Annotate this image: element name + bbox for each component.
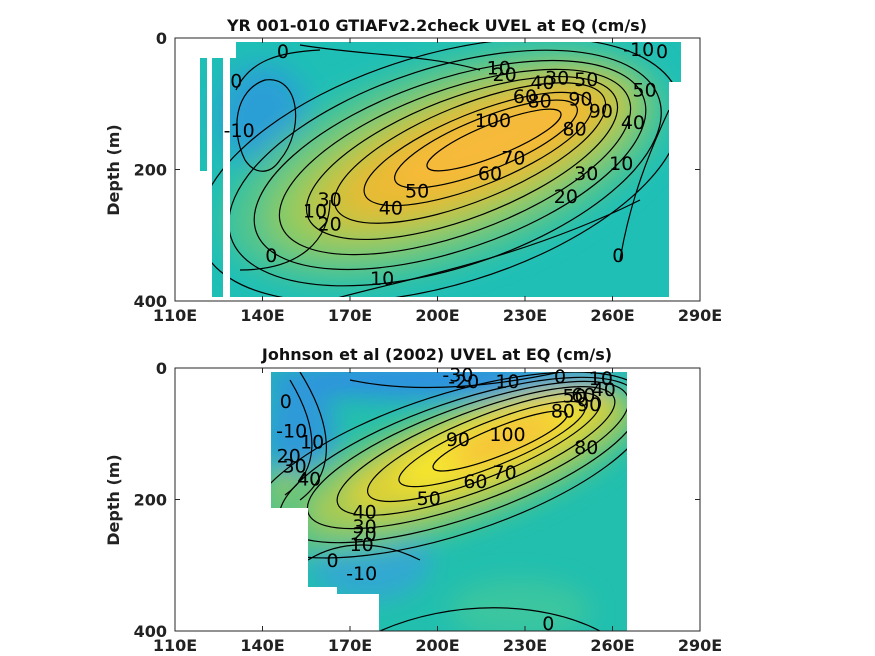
x-tick-label: 260E <box>590 636 634 655</box>
contour-label: 10 <box>300 432 324 454</box>
contour-label: 60 <box>571 384 595 406</box>
contour-label: 0 <box>277 41 289 63</box>
contour-label: 0 <box>542 613 554 635</box>
contour-label: 20 <box>352 524 376 546</box>
contour-label: -20 <box>448 371 479 393</box>
contour-label: 50 <box>417 488 441 510</box>
contour-label: 0 <box>656 41 668 63</box>
contour-label: 0 <box>265 245 277 267</box>
x-tick-label: 260E <box>590 306 634 325</box>
x-tick-label: 110E <box>153 636 197 655</box>
contour-lines-bottom <box>271 372 627 631</box>
contour-label: 80 <box>574 437 598 459</box>
field-top <box>200 42 681 297</box>
contour-label: 90 <box>446 429 470 451</box>
contour-label: 10 <box>350 534 374 556</box>
contour-label: -10 <box>346 563 377 585</box>
contour-label: 40 <box>621 112 645 134</box>
y-axis-label-bottom: Depth (m) <box>104 454 123 546</box>
contour-label: -30 <box>442 365 473 387</box>
chart-title-bottom: Johnson et al (2002) UVEL at EQ (cm/s) <box>261 345 612 364</box>
contour-lines-top <box>200 42 681 297</box>
contour-label: 30 <box>352 516 376 538</box>
y-tick-label: 400 <box>134 622 167 641</box>
contour-label: 0 <box>326 550 338 572</box>
contour-label: 0 <box>280 391 292 413</box>
x-tick-label: 200E <box>415 306 459 325</box>
contour-label: 20 <box>492 64 516 86</box>
contour-label: 0 <box>612 245 624 267</box>
contour-label: 10 <box>303 200 327 222</box>
contour-label: 40 <box>530 72 554 94</box>
x-tick-label: 290E <box>678 306 722 325</box>
contour-label: 70 <box>501 148 525 170</box>
contour-label: 80 <box>551 401 575 423</box>
contour-label: 80 <box>562 119 586 141</box>
y-tick-label: 0 <box>156 359 167 378</box>
contour-label: 30 <box>545 67 569 89</box>
contour-label: 60 <box>478 163 502 185</box>
x-tick-label: 230E <box>503 636 547 655</box>
contour-label: 60 <box>463 471 487 493</box>
contour-label: 60 <box>513 86 537 108</box>
y-tick-label: 0 <box>156 29 167 48</box>
contour-label: 50 <box>405 181 429 203</box>
contour-label: 40 <box>592 379 616 401</box>
contour-label: 50 <box>574 69 598 91</box>
contour-label: 30 <box>317 189 341 211</box>
contour-label: 20 <box>317 213 341 235</box>
x-tick-label: 170E <box>328 306 372 325</box>
contour-label: 0 <box>230 71 242 93</box>
y-tick-label: 200 <box>134 491 167 510</box>
contour-label: -10 <box>276 420 307 442</box>
contour-label: 30 <box>282 455 306 477</box>
contour-label: 90 <box>589 100 613 122</box>
contour-label: 100 <box>475 110 511 132</box>
contour-label: 10 <box>495 371 519 393</box>
contour-label: 90 <box>568 88 592 110</box>
contour-label: -10 <box>623 39 654 61</box>
contour-label: 10 <box>370 268 394 290</box>
x-tick-label: 140E <box>240 306 284 325</box>
contour-label: 20 <box>554 186 578 208</box>
contour-label: 100 <box>489 424 525 446</box>
x-tick-label: 140E <box>240 636 284 655</box>
y-tick-label: 400 <box>134 292 167 311</box>
field-bottom <box>271 372 627 631</box>
contour-label: 10 <box>589 368 613 390</box>
contour-label: 50 <box>632 79 656 101</box>
contour-label: 40 <box>297 468 321 490</box>
contour-label: 80 <box>527 90 551 112</box>
x-tick-label: 200E <box>415 636 459 655</box>
contour-label: 50 <box>562 386 586 408</box>
contour-label: 40 <box>379 198 403 220</box>
x-tick-label: 110E <box>153 306 197 325</box>
x-tick-label: 290E <box>678 636 722 655</box>
x-tick-label: 230E <box>503 306 547 325</box>
contour-label: -10 <box>224 120 255 142</box>
x-tick-label: 170E <box>328 636 372 655</box>
contour-label: 90 <box>577 394 601 416</box>
contour-label: 10 <box>609 153 633 175</box>
contour-label: 40 <box>352 501 376 523</box>
contour-label: 30 <box>574 163 598 185</box>
y-tick-label: 200 <box>134 161 167 180</box>
chart-title-top: YR 001-010 GTIAFv2.2check UVEL at EQ (cm… <box>226 16 647 35</box>
y-axis-label-top: Depth (m) <box>104 124 123 216</box>
contour-label: 0 <box>554 366 566 388</box>
plot-area-bottom <box>271 372 627 631</box>
contour-label: 20 <box>277 445 301 467</box>
contour-label: 10 <box>487 58 511 80</box>
contour-label: 70 <box>492 462 516 484</box>
plot-area-top <box>200 42 681 297</box>
